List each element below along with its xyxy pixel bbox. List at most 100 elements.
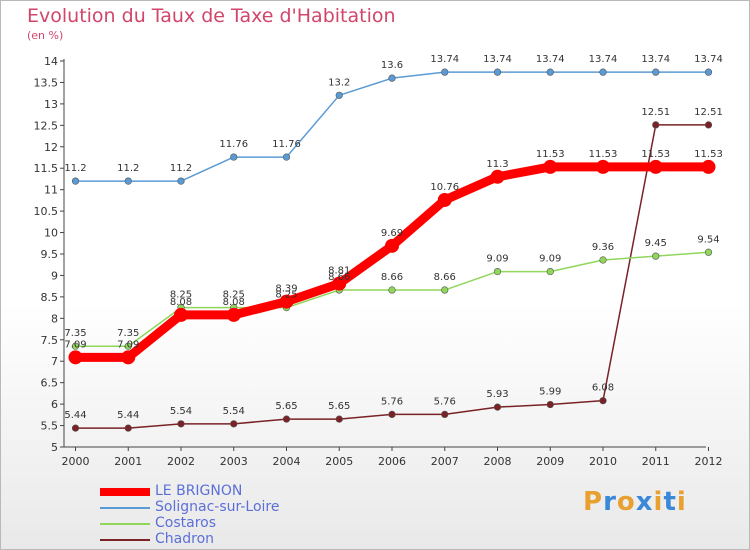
data-point bbox=[701, 159, 716, 174]
data-point bbox=[282, 153, 291, 161]
series-line bbox=[71, 162, 713, 362]
data-label: 11.2 bbox=[170, 163, 192, 174]
y-tick-label: 10.5 bbox=[34, 205, 59, 218]
data-point bbox=[490, 169, 505, 184]
data-point bbox=[71, 177, 80, 185]
x-tick-label: 2001 bbox=[114, 455, 142, 468]
data-label: 7.35 bbox=[64, 328, 86, 339]
data-point bbox=[652, 121, 660, 129]
data-point bbox=[546, 68, 554, 76]
data-label: 11.53 bbox=[694, 149, 723, 160]
data-point bbox=[599, 397, 607, 405]
data-point bbox=[546, 400, 554, 409]
data-label: 11.53 bbox=[589, 149, 618, 160]
data-point bbox=[124, 177, 132, 185]
y-tick-label: 7 bbox=[51, 355, 58, 368]
data-label: 13.2 bbox=[328, 77, 350, 88]
y-tick-label: 8 bbox=[51, 312, 58, 325]
data-label: 6.08 bbox=[592, 383, 614, 394]
data-point bbox=[648, 159, 663, 174]
data-point bbox=[599, 256, 607, 264]
data-label: 13.74 bbox=[483, 54, 512, 65]
legend-label: Solignac-sur-Loire bbox=[155, 499, 280, 515]
data-label: 11.2 bbox=[64, 163, 86, 174]
data-point bbox=[388, 286, 396, 294]
legend-swatch bbox=[100, 523, 150, 525]
data-label: 13.74 bbox=[589, 54, 618, 65]
data-label: 11.53 bbox=[536, 149, 565, 160]
data-point bbox=[282, 415, 291, 423]
data-point bbox=[546, 267, 554, 276]
data-label: 13.6 bbox=[381, 60, 403, 71]
legend-swatch bbox=[100, 539, 150, 541]
y-tick-label: 12.5 bbox=[34, 119, 59, 132]
y-tick-label: 8.5 bbox=[41, 291, 59, 304]
data-label: 8.08 bbox=[223, 297, 245, 308]
data-point bbox=[652, 252, 660, 260]
data-point bbox=[493, 403, 502, 411]
x-tick-label: 2002 bbox=[167, 455, 195, 468]
data-point bbox=[335, 415, 343, 423]
data-label: 8.81 bbox=[328, 266, 350, 277]
data-point bbox=[68, 350, 83, 365]
data-point bbox=[599, 68, 607, 76]
data-point bbox=[71, 342, 80, 350]
series-solignac-sur-loire bbox=[71, 68, 713, 185]
data-point bbox=[177, 177, 185, 185]
data-point bbox=[230, 420, 238, 428]
data-label: 7.09 bbox=[64, 339, 86, 350]
data-label: 9.69 bbox=[381, 228, 403, 239]
y-tick-label: 6 bbox=[51, 398, 58, 411]
legend-label: Costaros bbox=[155, 515, 217, 531]
data-label: 8.66 bbox=[434, 272, 456, 283]
data-label: 9.09 bbox=[539, 254, 561, 265]
legend-label: LE BRIGNON bbox=[155, 483, 243, 499]
y-tick-label: 9 bbox=[51, 269, 58, 282]
logo-letter: t bbox=[663, 487, 677, 517]
data-point bbox=[704, 248, 713, 256]
data-label: 8.66 bbox=[381, 272, 403, 283]
data-label: 13.74 bbox=[694, 54, 723, 65]
data-label: 5.76 bbox=[381, 396, 403, 407]
x-tick-label: 2012 bbox=[695, 455, 723, 468]
data-label: 5.54 bbox=[223, 406, 245, 417]
series-chadron bbox=[71, 121, 713, 432]
data-point bbox=[174, 307, 188, 322]
data-label: 8.25 bbox=[223, 290, 245, 301]
data-label: 11.76 bbox=[272, 139, 301, 150]
data-label: 8.39 bbox=[275, 284, 297, 295]
x-tick-label: 2006 bbox=[378, 455, 406, 468]
x-tick-label: 2009 bbox=[536, 455, 564, 468]
y-tick-label: 13 bbox=[44, 98, 58, 111]
data-label: 5.93 bbox=[486, 389, 508, 400]
logo-letter: o bbox=[616, 487, 636, 517]
x-tick-label: 2008 bbox=[484, 455, 512, 468]
data-label: 5.65 bbox=[328, 401, 350, 412]
data-point bbox=[279, 294, 294, 309]
x-tick-label: 2007 bbox=[431, 455, 459, 468]
data-label: 11.76 bbox=[219, 139, 248, 150]
data-point bbox=[437, 192, 452, 207]
y-tick-label: 12 bbox=[44, 141, 58, 154]
logo-letter: i bbox=[676, 487, 687, 517]
data-label: 11.3 bbox=[486, 159, 508, 170]
data-label: 11.2 bbox=[117, 163, 139, 174]
data-label: 7.09 bbox=[117, 339, 139, 350]
chart-title: Evolution du Taux de Taxe d'Habitation bbox=[27, 5, 396, 27]
data-label: 8.25 bbox=[170, 290, 192, 301]
data-label: 8.25 bbox=[275, 290, 297, 301]
data-point bbox=[441, 68, 449, 76]
data-label: 5.44 bbox=[117, 410, 139, 421]
data-point bbox=[388, 74, 396, 82]
data-label: 12.51 bbox=[641, 107, 670, 118]
data-point bbox=[121, 350, 136, 365]
data-label: 12.51 bbox=[694, 107, 723, 118]
y-tick-label: 11.5 bbox=[34, 162, 59, 175]
x-tick-label: 2000 bbox=[62, 455, 90, 468]
y-tick-label: 6.5 bbox=[41, 377, 59, 390]
chart-subtitle: (en %) bbox=[27, 29, 64, 42]
data-label: 5.99 bbox=[539, 387, 561, 398]
data-label: 5.65 bbox=[275, 401, 297, 412]
